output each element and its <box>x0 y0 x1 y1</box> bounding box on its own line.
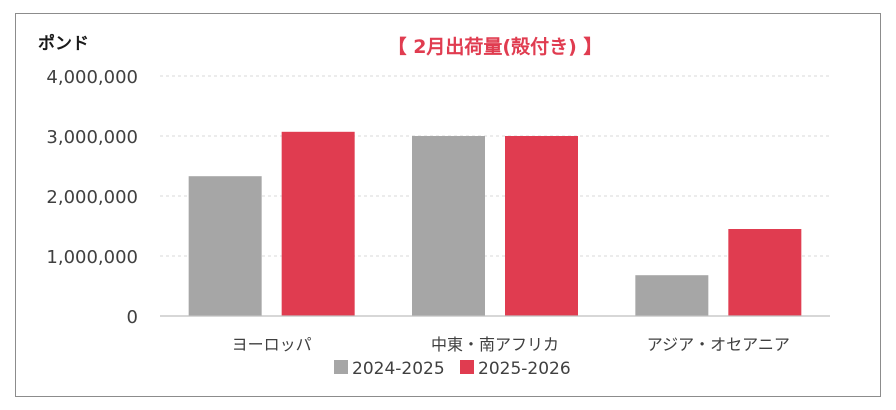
legend-swatch <box>334 360 348 374</box>
bar-series2 <box>728 229 802 316</box>
bar-series1 <box>188 176 262 316</box>
chart-title: 【 2月出荷量(殻付き) 】 <box>388 35 603 58</box>
bar-series1 <box>635 275 709 316</box>
y-tick-label: 2,000,000 <box>46 187 138 208</box>
y-axis-unit-label: ポンド <box>38 33 89 54</box>
bar-series2 <box>505 136 578 316</box>
x-category-label: アジア・オセアニア <box>647 335 790 354</box>
x-category-label: 中東・南アフリカ <box>431 335 559 354</box>
x-category-label: ヨーロッパ <box>232 335 312 354</box>
bar-series2 <box>281 131 355 316</box>
y-tick-label: 1,000,000 <box>46 247 138 268</box>
bar-series1 <box>412 136 485 316</box>
y-tick-label: 3,000,000 <box>46 127 138 148</box>
legend-label: 2025-2026 <box>478 359 571 379</box>
y-tick-label: 4,000,000 <box>46 67 138 88</box>
chart-legend: 2024-2025 2025-2026 <box>334 359 571 379</box>
y-tick-label: 0 <box>127 307 138 328</box>
legend-swatch <box>460 360 474 374</box>
legend-label: 2024-2025 <box>352 359 445 379</box>
